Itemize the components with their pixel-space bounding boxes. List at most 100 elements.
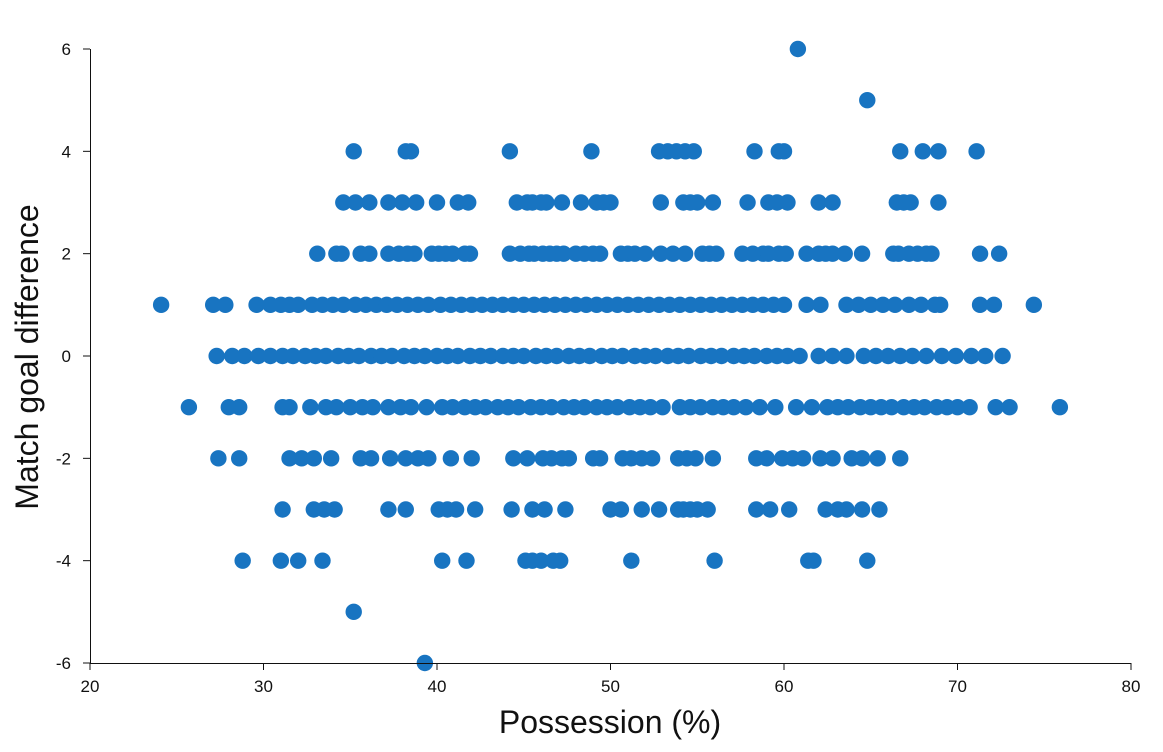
data-point [380, 501, 397, 518]
data-point [262, 347, 279, 365]
data-point [949, 398, 966, 416]
data-point [789, 40, 807, 58]
data-point [231, 398, 248, 416]
data-point [654, 398, 671, 416]
data-point [647, 347, 664, 365]
data-point [524, 501, 541, 518]
data-point [781, 501, 798, 518]
data-point [383, 347, 401, 365]
data-point [302, 398, 319, 416]
data-point [612, 501, 630, 518]
data-point [406, 245, 423, 262]
data-point [918, 347, 935, 365]
data-point [335, 296, 352, 314]
data-point [685, 143, 702, 160]
data-point [798, 245, 815, 262]
data-point [407, 194, 425, 211]
data-point [250, 347, 267, 365]
data-point [505, 450, 522, 467]
data-point [748, 501, 765, 518]
data-point [892, 450, 909, 467]
data-point [317, 347, 335, 365]
data-point [217, 296, 234, 314]
data-point [466, 501, 484, 518]
data-point [576, 398, 593, 416]
data-point [987, 398, 1004, 416]
data-point [274, 501, 291, 518]
data-point [1001, 398, 1018, 416]
data-point [751, 398, 768, 416]
y-tick-label: 6 [62, 40, 71, 59]
data-point [676, 245, 694, 262]
data-point [361, 194, 378, 211]
data-point [933, 347, 951, 365]
data-point [824, 194, 841, 211]
x-tick-label: 30 [254, 677, 273, 696]
data-point [791, 347, 808, 365]
data-point [883, 398, 900, 416]
data-point [838, 501, 855, 518]
data-point [990, 245, 1008, 262]
y-tick-label: -4 [56, 552, 71, 571]
data-point [798, 296, 815, 314]
data-point [947, 347, 964, 365]
data-point [1051, 398, 1069, 416]
data-point [699, 501, 716, 518]
data-point [637, 245, 654, 262]
data-point [853, 245, 871, 262]
data-point [380, 398, 397, 416]
data-point [971, 296, 989, 314]
data-point [689, 194, 706, 211]
data-point [272, 552, 290, 569]
data-point [234, 552, 251, 569]
data-point [602, 194, 619, 211]
data-point [994, 347, 1011, 365]
data-point [916, 398, 933, 416]
data-point [892, 347, 909, 365]
data-point [968, 143, 985, 160]
y-axis-ticks: -6 -4 -2 0 2 4 6 [56, 40, 90, 673]
y-axis-title: Match goal difference [9, 204, 45, 509]
data-point [583, 143, 600, 160]
data-point [805, 552, 822, 569]
data-point [812, 450, 829, 467]
data-point [551, 552, 569, 569]
data-point [923, 245, 940, 262]
data-point [503, 501, 520, 518]
data-point [836, 245, 853, 262]
data-point [208, 347, 225, 365]
data-point [704, 194, 722, 211]
data-point [680, 347, 697, 365]
data-point [309, 245, 326, 262]
data-point [361, 245, 378, 262]
data-point [963, 347, 980, 365]
data-point [758, 450, 775, 467]
data-point [812, 296, 829, 314]
data-point [434, 552, 451, 569]
data-point [643, 450, 661, 467]
data-point [572, 194, 590, 211]
data-point [985, 296, 1003, 314]
data-point [775, 296, 793, 314]
y-tick-label: 2 [62, 245, 71, 264]
data-point [543, 398, 560, 416]
data-point [460, 194, 477, 211]
data-point [335, 194, 352, 211]
data-point [381, 450, 399, 467]
data-point [746, 347, 763, 365]
data-point [914, 143, 931, 160]
data-point [281, 450, 298, 467]
data-point [394, 194, 411, 211]
data-point [224, 347, 241, 365]
data-point [737, 398, 755, 416]
x-axis-title: Possession (%) [499, 704, 721, 740]
data-point [248, 296, 265, 314]
data-point [461, 245, 479, 262]
data-point [402, 398, 420, 416]
data-point [853, 450, 871, 467]
data-point [444, 245, 461, 262]
data-point [345, 603, 362, 621]
data-point [350, 347, 368, 365]
data-point [930, 194, 947, 211]
